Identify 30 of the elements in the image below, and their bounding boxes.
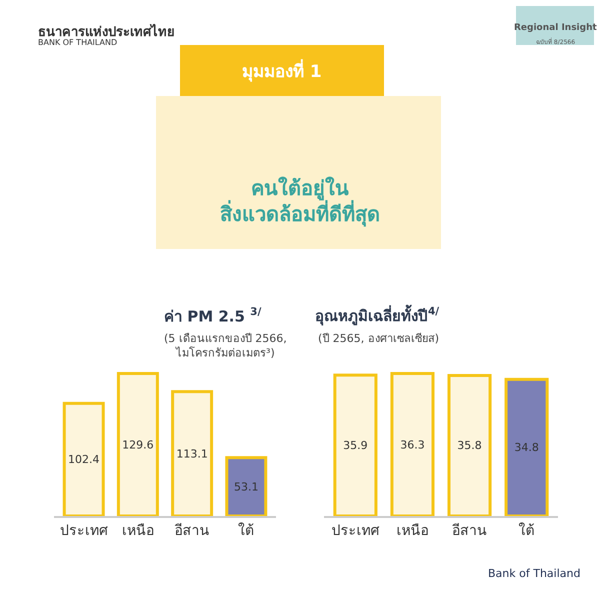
data-label: 34.8 xyxy=(514,441,539,454)
data-label: 36.3 xyxy=(400,438,425,452)
x-tick-label: อีสาน xyxy=(452,522,488,539)
x-tick-label: ใต้ xyxy=(518,522,535,539)
chart-subtitle: (ปี 2565, องศาเซลเซียส) xyxy=(318,332,440,345)
data-label: 113.1 xyxy=(176,447,208,460)
text: มุมมองที่ 1 xyxy=(242,59,322,82)
bar xyxy=(171,390,214,516)
x-tick-label: อีสาน xyxy=(174,522,210,539)
x-tick-label: ใต้ xyxy=(238,522,254,539)
text: คนใต้อยู่ใน สิ่งแวดล้อมที่ดีที่สุด xyxy=(220,176,380,227)
text: Bank of Thailand xyxy=(488,567,580,580)
text: Regional Insight xyxy=(514,23,598,33)
bar xyxy=(116,372,159,516)
data-label: 53.1 xyxy=(234,480,258,494)
x-tick-label: ประเทศ xyxy=(331,522,380,539)
chart-title: อุณหภูมิเฉลี่ยทั้งปี$^{4/}$ xyxy=(315,304,440,326)
x-tick-label: เหนือ xyxy=(396,522,428,539)
text: BANK OF THAILAND xyxy=(38,38,118,47)
x-tick-label: เหนือ xyxy=(122,522,154,539)
data-label: 35.9 xyxy=(343,439,368,452)
bar xyxy=(225,456,268,516)
bar xyxy=(62,402,105,516)
text: ธนาคารแห่งประเทศไทย xyxy=(38,23,175,40)
data-label: 35.8 xyxy=(457,439,482,452)
chart-subtitle: (5 เดือนแรกของปี 2566, ไมโครกรัมต่อเมตร³) xyxy=(164,332,287,360)
x-tick-label: ประเทศ xyxy=(60,522,108,539)
chart-title: ค่า PM 2.5 $^{3/}$ xyxy=(164,306,262,326)
data-label: 102.4 xyxy=(68,453,100,466)
data-label: 129.6 xyxy=(122,438,154,452)
